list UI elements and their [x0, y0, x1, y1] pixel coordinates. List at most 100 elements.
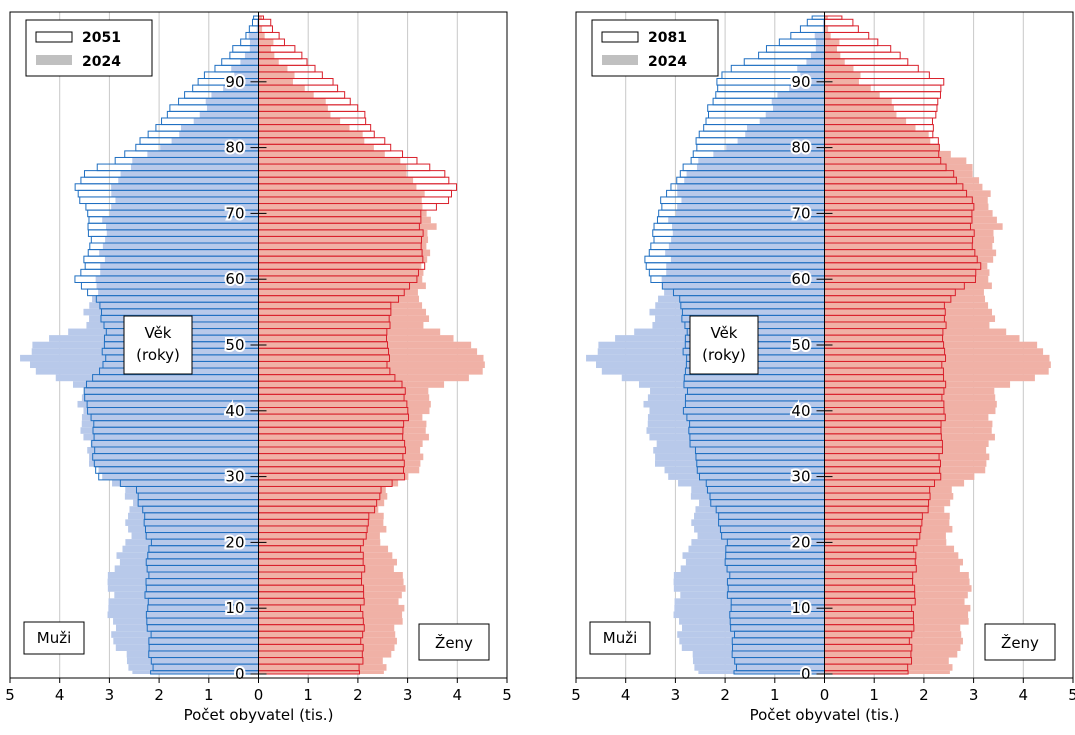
chart-2-outline-female-bar: [824, 91, 941, 99]
chart-1-outline-male-bar: [85, 380, 259, 389]
chart-2-filled-male-bar: [655, 453, 825, 461]
chart-1-filled-female-bar: [258, 341, 472, 349]
chart-1-outline-female-bar: [258, 354, 390, 362]
chart-1-filled-female-bar: [258, 479, 399, 487]
chart-2-outline-female-bar: [824, 604, 913, 612]
chart-2-outline-female-bar: [824, 249, 976, 257]
chart-1-filled-female-bar: [258, 407, 430, 415]
chart-1-outline-female-bar: [258, 630, 364, 639]
chart-2-filled-female-bar: [824, 150, 951, 158]
chart-2-age-tick-label: 0: [801, 665, 811, 683]
chart-1-outline-female-bar: [258, 31, 280, 40]
chart-2-filled-male-bar: [695, 506, 825, 513]
chart-2-filled-female-bar: [824, 440, 989, 447]
chart-2-outline-male-bar: [648, 249, 825, 257]
chart-2-outline-female-bar: [824, 650, 912, 659]
chart-2-filled-female-bar: [824, 361, 1051, 369]
chart-1-outline-female-bar: [258, 64, 316, 73]
chart-2-filled-female-bar: [824, 387, 995, 395]
chart-1-filled-male-bar: [106, 223, 259, 230]
chart-2-outline-female-bar: [824, 45, 892, 53]
chart-1-outline-female-bar: [258, 426, 404, 435]
chart-2-filled-male-bar: [677, 203, 825, 211]
chart-2-filled-male-bar: [726, 144, 825, 151]
chart-1-outline-male-bar: [87, 288, 259, 297]
chart-2-outline-male-bar: [724, 558, 825, 566]
chart-1-filled-male-bar: [211, 91, 259, 99]
chart-1-filled-male-bar: [120, 170, 259, 178]
chart-2-filled-male-bar: [698, 670, 825, 674]
chart-1-filled-female-bar: [258, 295, 420, 303]
chart-1-outline-male-bar: [232, 45, 259, 53]
chart-2-filled-male-bar: [686, 170, 825, 178]
chart-2-filled-female-bar: [824, 328, 1007, 336]
chart-2-outline-female-bar: [824, 610, 914, 619]
chart-1-filled-male-bar: [102, 243, 259, 250]
chart-2-outline-female-bar: [824, 571, 914, 580]
chart-1-filled-male-bar: [171, 137, 259, 145]
chart-2-outline-female-bar: [824, 97, 939, 106]
chart-2-outline-female-bar: [824, 308, 946, 316]
chart-1-legend-filled-swatch: [36, 55, 72, 65]
chart-1-filled-male-bar: [111, 190, 259, 197]
chart-2-filled-male-bar: [655, 302, 825, 309]
chart-2-filled-male-bar: [822, 25, 825, 33]
chart-1-filled-male-bar: [89, 460, 259, 467]
chart-1-filled-female-bar: [258, 453, 424, 461]
chart-1-outline-male-bar: [89, 242, 260, 251]
chart-2-outline-male-bar: [695, 453, 826, 461]
chart-1-filled-female-bar: [258, 117, 341, 125]
chart-2-outline-male-bar: [672, 288, 825, 297]
chart-2-outline-male-bar: [735, 663, 826, 672]
chart-1-outline-male-bar: [95, 295, 259, 303]
chart-1-filled-female-bar: [258, 499, 385, 507]
chart-1-filled-male-bar: [81, 414, 259, 421]
chart-1-outline-female-bar: [258, 288, 405, 297]
chart-2-filled-male-bar: [670, 256, 825, 263]
chart-2-outline-male-bar: [696, 459, 825, 468]
chart-1-age-tick-label: 40: [225, 402, 244, 420]
chart-1-male-box-frame: [23, 621, 85, 655]
chart-2-outline-female-bar: [824, 505, 929, 514]
chart-2-age-box-line-2: (roky): [702, 346, 746, 364]
chart-1-filled-male-bar: [107, 585, 259, 592]
chart-1-outline-male-bar: [96, 163, 259, 172]
chart-2-outline-female-bar: [824, 459, 941, 468]
chart-2-outline-female-bar: [824, 235, 974, 244]
chart-1-age-tick-label: 50: [225, 336, 244, 354]
chart-1-outline-female-bar: [258, 216, 422, 224]
chart-1-filled-male-bar: [95, 275, 259, 283]
chart-2-filled-male-bar: [678, 479, 825, 487]
chart-1-outline-female-bar: [258, 91, 346, 99]
chart-1-outline-female-bar: [258, 104, 359, 112]
chart-1-age-tick-label: 70: [225, 204, 244, 222]
chart-1-outline-female-bar: [258, 275, 418, 283]
chart-2-outline-female-bar: [824, 130, 934, 139]
chart-1-filled-female-bar: [258, 321, 424, 329]
chart-2-filled-male-bar: [747, 124, 825, 132]
chart-2-filled-male-bar: [649, 407, 825, 415]
chart-2-filled-female-bar: [824, 664, 953, 671]
chart-2-outline-female-bar: [824, 499, 930, 507]
chart-2-filled-female-bar: [824, 275, 989, 283]
chart-2-filled-male-bar: [675, 210, 825, 217]
chart-2-outline-male-bar: [712, 97, 826, 106]
chart-2-filled-male-bar: [655, 460, 825, 467]
chart-1-filled-male-bar: [126, 650, 259, 658]
chart-2-filled-female-bar: [824, 499, 951, 507]
chart-1-filled-male-bar: [234, 71, 259, 79]
chart-2-filled-male-bar: [662, 282, 825, 290]
chart-1-filled-female-bar: [258, 466, 420, 474]
chart-1-outline-female-bar: [258, 97, 351, 106]
chart-1-filled-male-bar: [77, 400, 259, 408]
chart-2-outline-female-bar: [824, 321, 947, 330]
chart-2-outline-male-bar: [684, 393, 826, 402]
chart-1-filled-female-bar: [258, 275, 423, 283]
chart-1-outline-female-bar: [258, 71, 323, 80]
chart-1-filled-male-bar: [128, 664, 259, 671]
chart-1-outline-female-bar: [258, 235, 422, 244]
chart-2-filled-female-bar: [824, 308, 993, 316]
chart-1-filled-male-bar: [107, 611, 259, 619]
chart-1-outline-female-bar: [258, 341, 389, 349]
